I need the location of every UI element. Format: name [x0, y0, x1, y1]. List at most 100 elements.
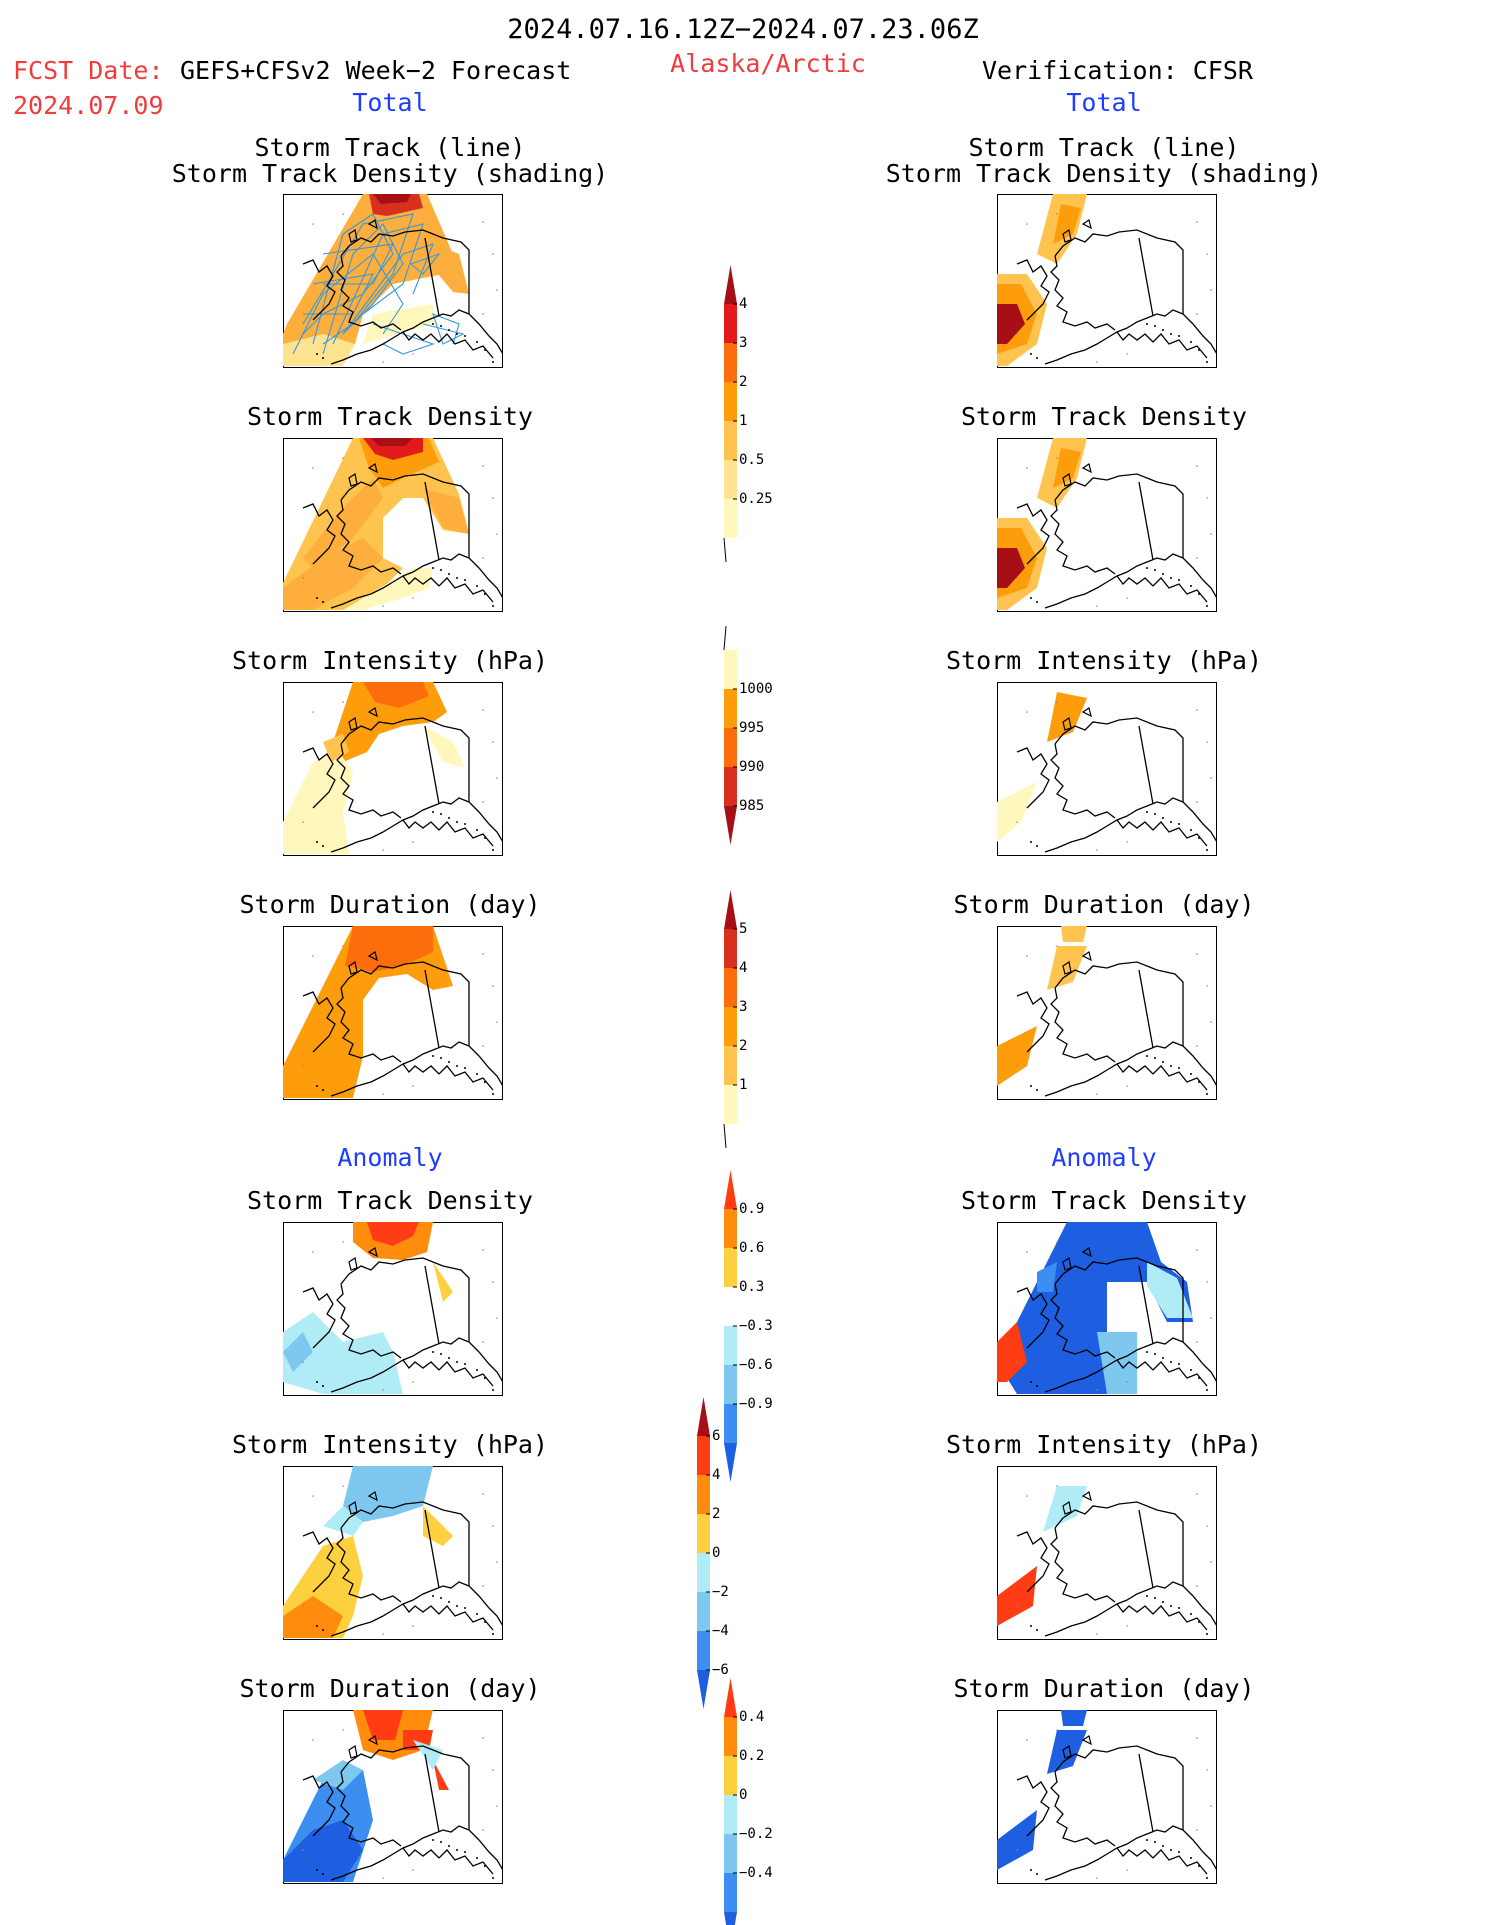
colorbar-3-label-2: 4: [739, 960, 748, 976]
right-total-label: Total: [1066, 88, 1142, 117]
colorbar-6-segment-1: [724, 1678, 737, 1717]
colorbar-6-segment-4: [724, 1795, 737, 1834]
colorbar-2-label-1: 1000: [739, 681, 773, 697]
colorbar-3-segment-2: [724, 929, 737, 968]
left-map-storm-track: [283, 194, 503, 368]
colorbar-2-label-2: 995: [739, 720, 765, 736]
colorbar-5-segment-3: [697, 1475, 710, 1514]
colorbar-1-tail: [723, 537, 727, 563]
colorbar-3-label-1: 5: [739, 921, 748, 937]
colorbar-4-segment-5: [724, 1326, 737, 1365]
fcst-date-value: 2024.07.09: [13, 91, 164, 120]
colorbar-2-label-4: 985: [739, 798, 765, 814]
colorbar-1-label-1: 4: [739, 296, 748, 312]
colorbar-2-segment-2: [724, 689, 737, 728]
colorbar-4-segment-2: [724, 1209, 737, 1248]
colorbar-1-label-2: 3: [739, 335, 748, 351]
right-map-storm-track: [997, 194, 1217, 368]
colorbar-5-segment-1: [697, 1397, 710, 1436]
right-panel-3-title: Storm Intensity (hPa): [945, 646, 1263, 675]
colorbar-4-segment-4: [724, 1287, 737, 1326]
colorbar-6-label-3: 0: [739, 1787, 748, 1803]
colorbar-4-segment-7: [724, 1404, 737, 1443]
colorbar-3-label-4: 2: [739, 1038, 748, 1054]
right-map-track-density: [997, 438, 1217, 612]
colorbar-4-label-2: 0.6: [739, 1240, 765, 1256]
colorbar-6-segment-3: [724, 1756, 737, 1795]
colorbar-4-label-1: 0.9: [739, 1201, 765, 1217]
colorbar-4-label-6: −0.9: [739, 1396, 773, 1412]
left-map-anomaly-duration: [283, 1710, 503, 1884]
left-panel-7-title: Storm Duration (day): [239, 1674, 541, 1703]
verification-label: Verification: CFSR: [982, 56, 1253, 85]
colorbar-2-label-3: 990: [739, 759, 765, 775]
right-panel-6-title: Storm Intensity (hPa): [945, 1430, 1263, 1459]
right-map-anomaly-duration: [997, 1710, 1217, 1884]
colorbar-1-label-5: 0.5: [739, 452, 765, 468]
colorbar-3-segment-1: [724, 890, 737, 929]
colorbar-3-segment-5: [724, 1046, 737, 1085]
colorbar-2-segment-3: [724, 728, 737, 767]
region-label: Alaska/Arctic: [670, 49, 866, 78]
right-map-anomaly-density: [997, 1222, 1217, 1396]
left-panel-3-title: Storm Intensity (hPa): [231, 646, 549, 675]
left-map-anomaly-intensity: [283, 1466, 503, 1640]
right-panel-2-title: Storm Track Density: [961, 402, 1247, 431]
colorbar-2-segment-5: [724, 806, 737, 845]
colorbar-1-segment-4: [724, 382, 737, 421]
left-map-intensity: [283, 682, 503, 856]
colorbar-3-label-3: 3: [739, 999, 748, 1015]
right-panel-1-title: Storm Track (line) Storm Track Density (…: [885, 133, 1323, 188]
colorbar-6-label-5: −0.4: [739, 1865, 773, 1881]
left-total-label: Total: [352, 88, 428, 117]
left-panel-5-title: Storm Track Density: [247, 1186, 533, 1215]
left-panel-4-title: Storm Duration (day): [239, 890, 541, 919]
colorbar-4-segment-6: [724, 1365, 737, 1404]
colorbar-5-segment-6: [697, 1592, 710, 1631]
left-anomaly-label: Anomaly: [337, 1143, 443, 1172]
colorbar-5-segment-8: [697, 1670, 710, 1709]
right-anomaly-label: Anomaly: [1051, 1143, 1157, 1172]
colorbar-2-tail: [723, 625, 727, 651]
left-map-duration: [283, 926, 503, 1100]
colorbar-5-segment-7: [697, 1631, 710, 1670]
colorbar-6-label-2: 0.2: [739, 1748, 765, 1764]
colorbar-3-segment-4: [724, 1007, 737, 1046]
date-range-title: 2024.07.16.12Z−2024.07.23.06Z: [507, 14, 979, 45]
colorbar-1-label-4: 1: [739, 413, 748, 429]
colorbar-4-label-4: −0.3: [739, 1318, 773, 1334]
colorbar-5-label-4: 0: [712, 1545, 721, 1561]
colorbar-3-segment-3: [724, 968, 737, 1007]
colorbar-3-label-5: 1: [739, 1077, 748, 1093]
colorbar-5-segment-5: [697, 1553, 710, 1592]
colorbar-5-label-3: 2: [712, 1506, 721, 1522]
right-map-intensity: [997, 682, 1217, 856]
fcst-date-label: FCST Date:: [13, 56, 164, 85]
colorbar-6-segment-6: [724, 1873, 737, 1912]
colorbar-6-segment-5: [724, 1834, 737, 1873]
colorbar-1-segment-1: [724, 265, 737, 304]
left-panel-2-title: Storm Track Density: [247, 402, 533, 431]
colorbar-4-label-3: 0.3: [739, 1279, 765, 1295]
colorbar-6-label-4: −0.2: [739, 1826, 773, 1842]
right-map-duration: [997, 926, 1217, 1100]
colorbar-6-label-1: 0.4: [739, 1709, 765, 1725]
colorbar-6-segment-7: [724, 1912, 737, 1925]
right-panel-7-title: Storm Duration (day): [953, 1674, 1255, 1703]
colorbar-4-label-5: −0.6: [739, 1357, 773, 1373]
colorbar-5-segment-2: [697, 1436, 710, 1475]
colorbar-1-label-6: 0.25: [739, 491, 773, 507]
colorbar-1-segment-2: [724, 304, 737, 343]
right-map-anomaly-intensity: [997, 1466, 1217, 1640]
colorbar-5-label-6: −4: [712, 1623, 729, 1639]
colorbar-2-segment-1: [724, 650, 737, 689]
colorbar-1-segment-6: [724, 460, 737, 499]
colorbar-3-segment-6: [724, 1085, 737, 1124]
colorbar-6-segment-2: [724, 1717, 737, 1756]
left-map-anomaly-density: [283, 1222, 503, 1396]
colorbar-3-tail: [723, 1123, 727, 1149]
left-map-track-density: [283, 438, 503, 612]
right-panel-4-title: Storm Duration (day): [953, 890, 1255, 919]
colorbar-1-label-3: 2: [739, 374, 748, 390]
colorbar-5-label-5: −2: [712, 1584, 729, 1600]
